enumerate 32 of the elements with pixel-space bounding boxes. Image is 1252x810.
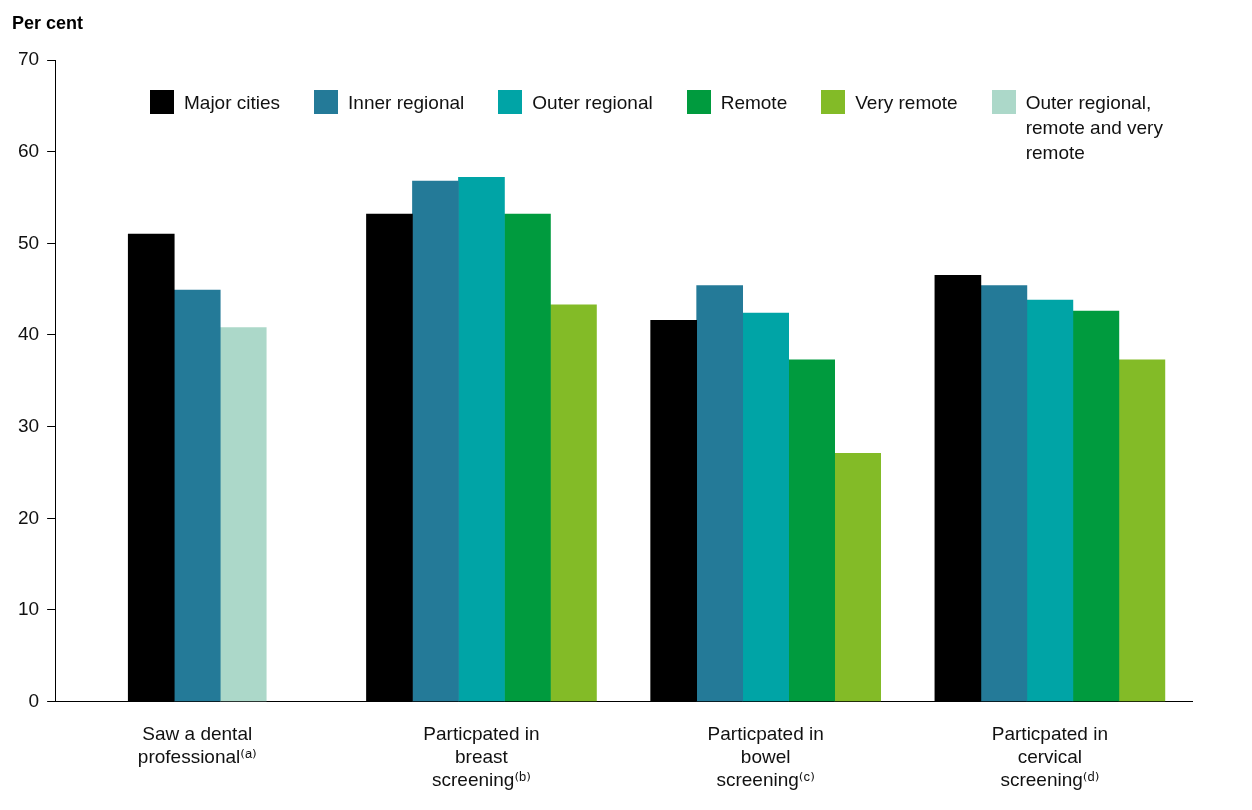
- y-tick-label: 40: [17, 323, 40, 345]
- legend-label: Outer regional, remote and very remote: [1025, 91, 1164, 165]
- bar: [1026, 299, 1074, 702]
- x-tick-label: Saw a dental professional⁽ᵃ⁾: [137, 723, 257, 768]
- bar: [504, 213, 551, 702]
- legend-label: Remote: [720, 91, 788, 115]
- legend-label: Major cities: [184, 91, 281, 115]
- bar: [742, 312, 790, 702]
- bar: [458, 176, 505, 702]
- y-tick-label: 60: [17, 139, 40, 161]
- legend-label: Inner regional: [348, 91, 465, 115]
- y-tick-label: 10: [17, 598, 40, 620]
- bar: [834, 452, 882, 702]
- bar: [550, 304, 597, 702]
- x-tick-label: Particpated in bowel screening⁽ᶜ⁾: [707, 723, 824, 790]
- bar: [1118, 359, 1166, 702]
- legend-label: Outer regional: [532, 91, 653, 115]
- y-tick-label: 70: [17, 48, 40, 70]
- y-tick-label: 50: [17, 231, 40, 253]
- bar: [219, 327, 267, 702]
- y-tick-label: 20: [17, 506, 40, 528]
- x-tick-label: Particpated in cervical screening⁽ᵈ⁾: [991, 723, 1108, 790]
- bar: [788, 359, 836, 702]
- legend-label: Very remote: [855, 91, 958, 115]
- y-axis-title: Per cent: [12, 12, 84, 33]
- x-tick-label: Particpated in breast screening⁽ᵇ⁾: [423, 723, 540, 790]
- y-tick-label: 0: [28, 689, 40, 711]
- bar: [980, 285, 1028, 702]
- bar: [412, 180, 459, 702]
- bar: [1072, 310, 1120, 702]
- y-tick-label: 30: [17, 414, 40, 436]
- bar: [696, 285, 744, 702]
